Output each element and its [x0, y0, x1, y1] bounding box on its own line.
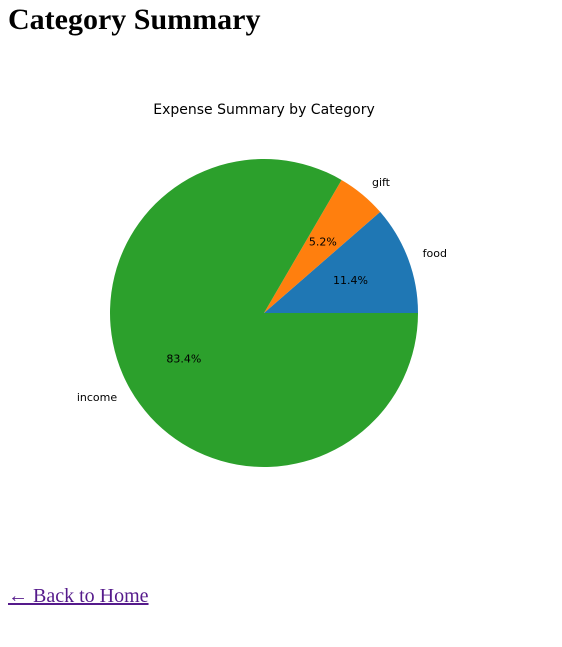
pie-category-label-gift: gift: [372, 176, 391, 189]
page-title: Category Summary: [8, 3, 261, 36]
pie-percent-label-gift: 5.2%: [309, 235, 337, 248]
pie-slices: [109, 158, 418, 467]
pie-category-label-income: income: [77, 391, 118, 404]
pie-slice-food: [264, 211, 418, 313]
pie-labels: 11.4% food 5.2% gift 83.4% income: [77, 176, 447, 404]
pie-slice-gift: [264, 179, 381, 313]
pie-chart: Expense Summary by Category 11.4% food 5.2…: [77, 102, 447, 467]
pie-percent-label-food: 11.4%: [333, 274, 368, 287]
pie-slice-income: [109, 158, 418, 467]
back-to-home-link[interactable]: ← Back to Home: [8, 585, 149, 607]
chart-title: Expense Summary by Category: [153, 102, 375, 118]
pie-category-label-food: food: [423, 247, 447, 260]
pie-chart-figure: Expense Summary by Category 11.4% food 5.2…: [0, 80, 562, 560]
pie-percent-label-income: 83.4%: [166, 353, 201, 366]
